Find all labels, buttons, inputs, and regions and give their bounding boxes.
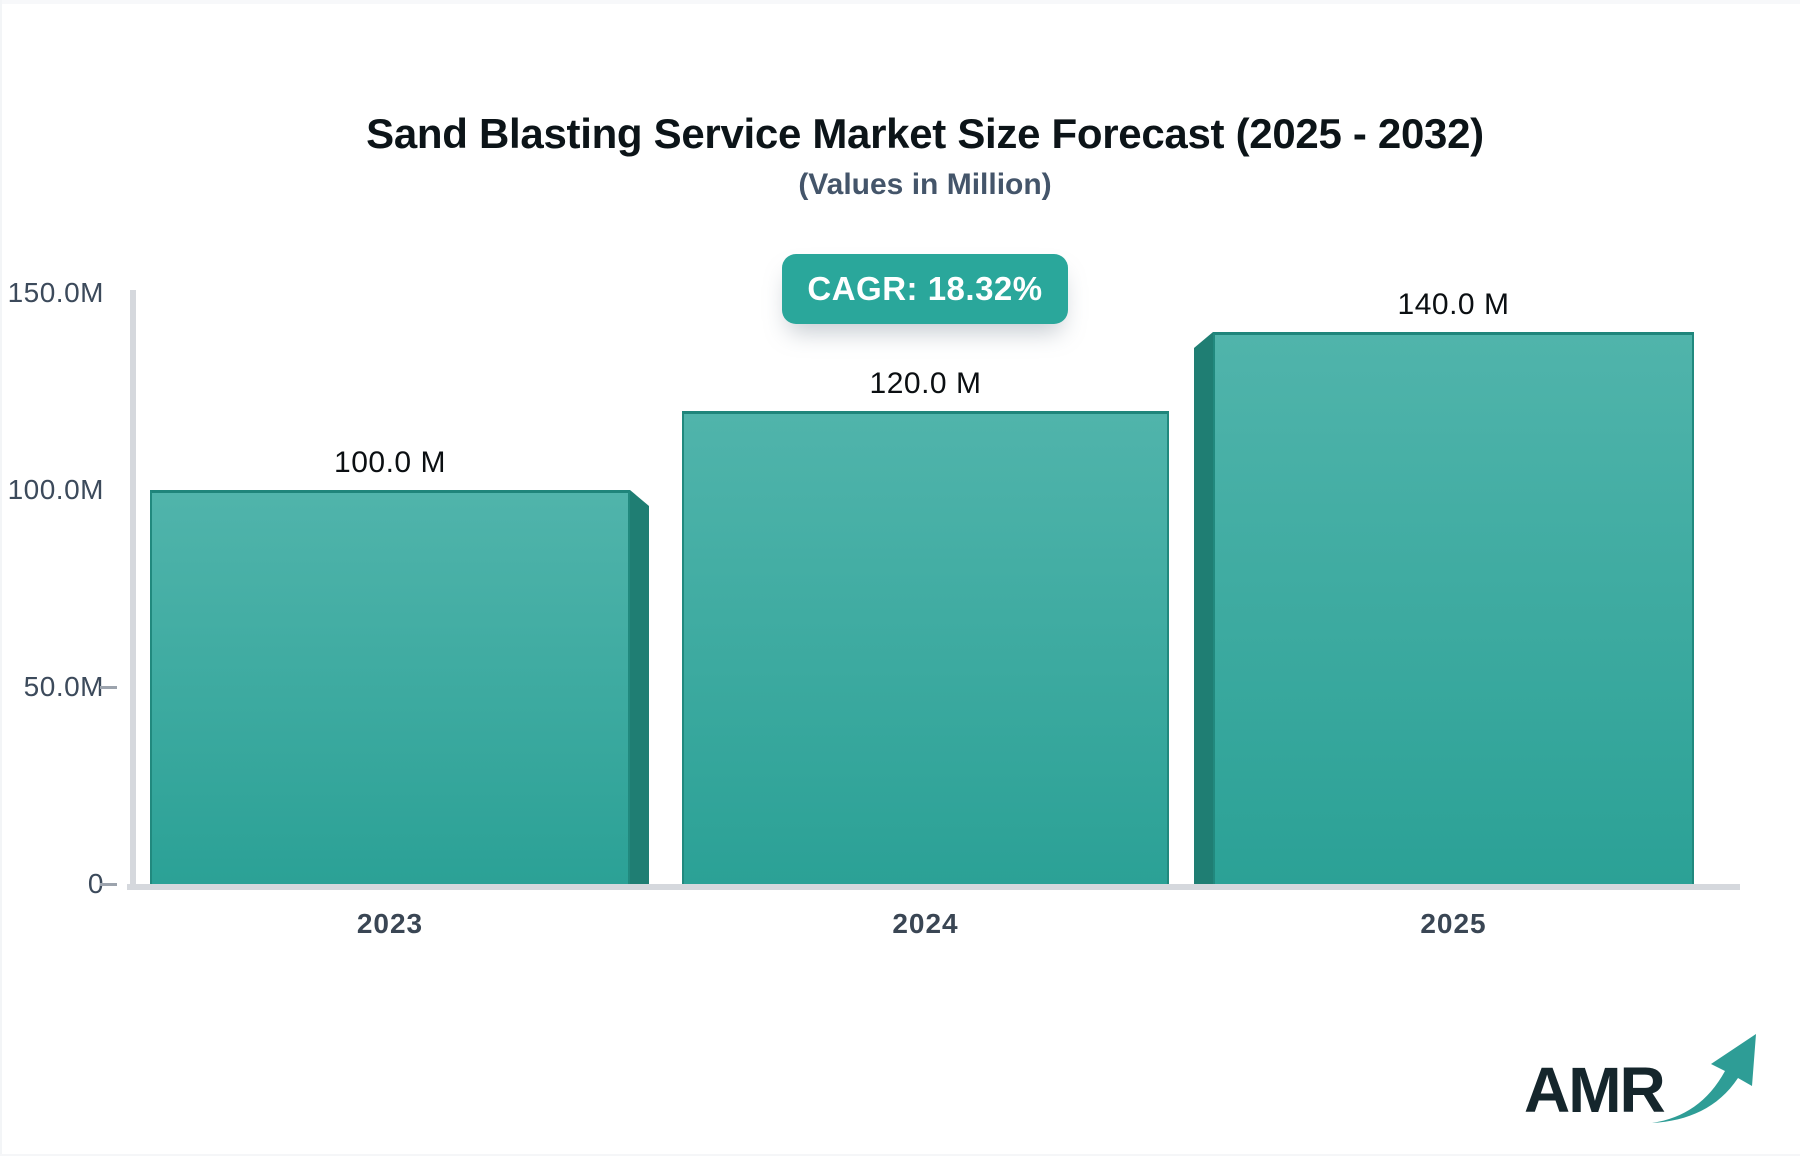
x-axis-label: 2025	[1420, 908, 1487, 939]
y-axis-tick-mark	[100, 686, 117, 689]
x-axis-label: 2024	[892, 908, 959, 939]
y-axis-tick-mark	[100, 883, 117, 886]
y-axis-tick-label: 50.0M	[23, 671, 104, 702]
chart-subtitle: (Values in Million)	[798, 168, 1052, 201]
bar-2023	[150, 490, 630, 884]
x-axis-line	[127, 884, 1740, 890]
chart-title: Sand Blasting Service Market Size Foreca…	[366, 110, 1484, 157]
bar-2025	[1213, 332, 1694, 884]
bar-2023-3d-side	[630, 490, 649, 884]
bar-value-label: 120.0 M	[869, 367, 982, 400]
bar-2025-3d-side	[1194, 332, 1213, 884]
page-edge-bottom	[0, 1154, 1800, 1156]
y-axis-tick-label: 150.0M	[7, 277, 104, 308]
y-axis-tick-label: 0	[87, 868, 104, 899]
y-axis-line	[130, 290, 136, 890]
bar-2024	[682, 411, 1169, 884]
cagr-badge: CAGR: 18.32%	[782, 254, 1068, 324]
page-edge-left	[0, 0, 2, 1156]
bar-value-label: 100.0 M	[334, 446, 446, 479]
y-axis-tick-label: 100.0M	[7, 474, 104, 505]
amr-logo-text: AMR	[1524, 1054, 1666, 1126]
bar-value-label: 140.0 M	[1397, 288, 1510, 321]
x-axis-label: 2023	[356, 908, 424, 939]
page-edge-top	[0, 0, 1800, 4]
amr-logo: AMR	[1524, 1026, 1768, 1126]
growth-arrow-icon	[1651, 1034, 1756, 1123]
